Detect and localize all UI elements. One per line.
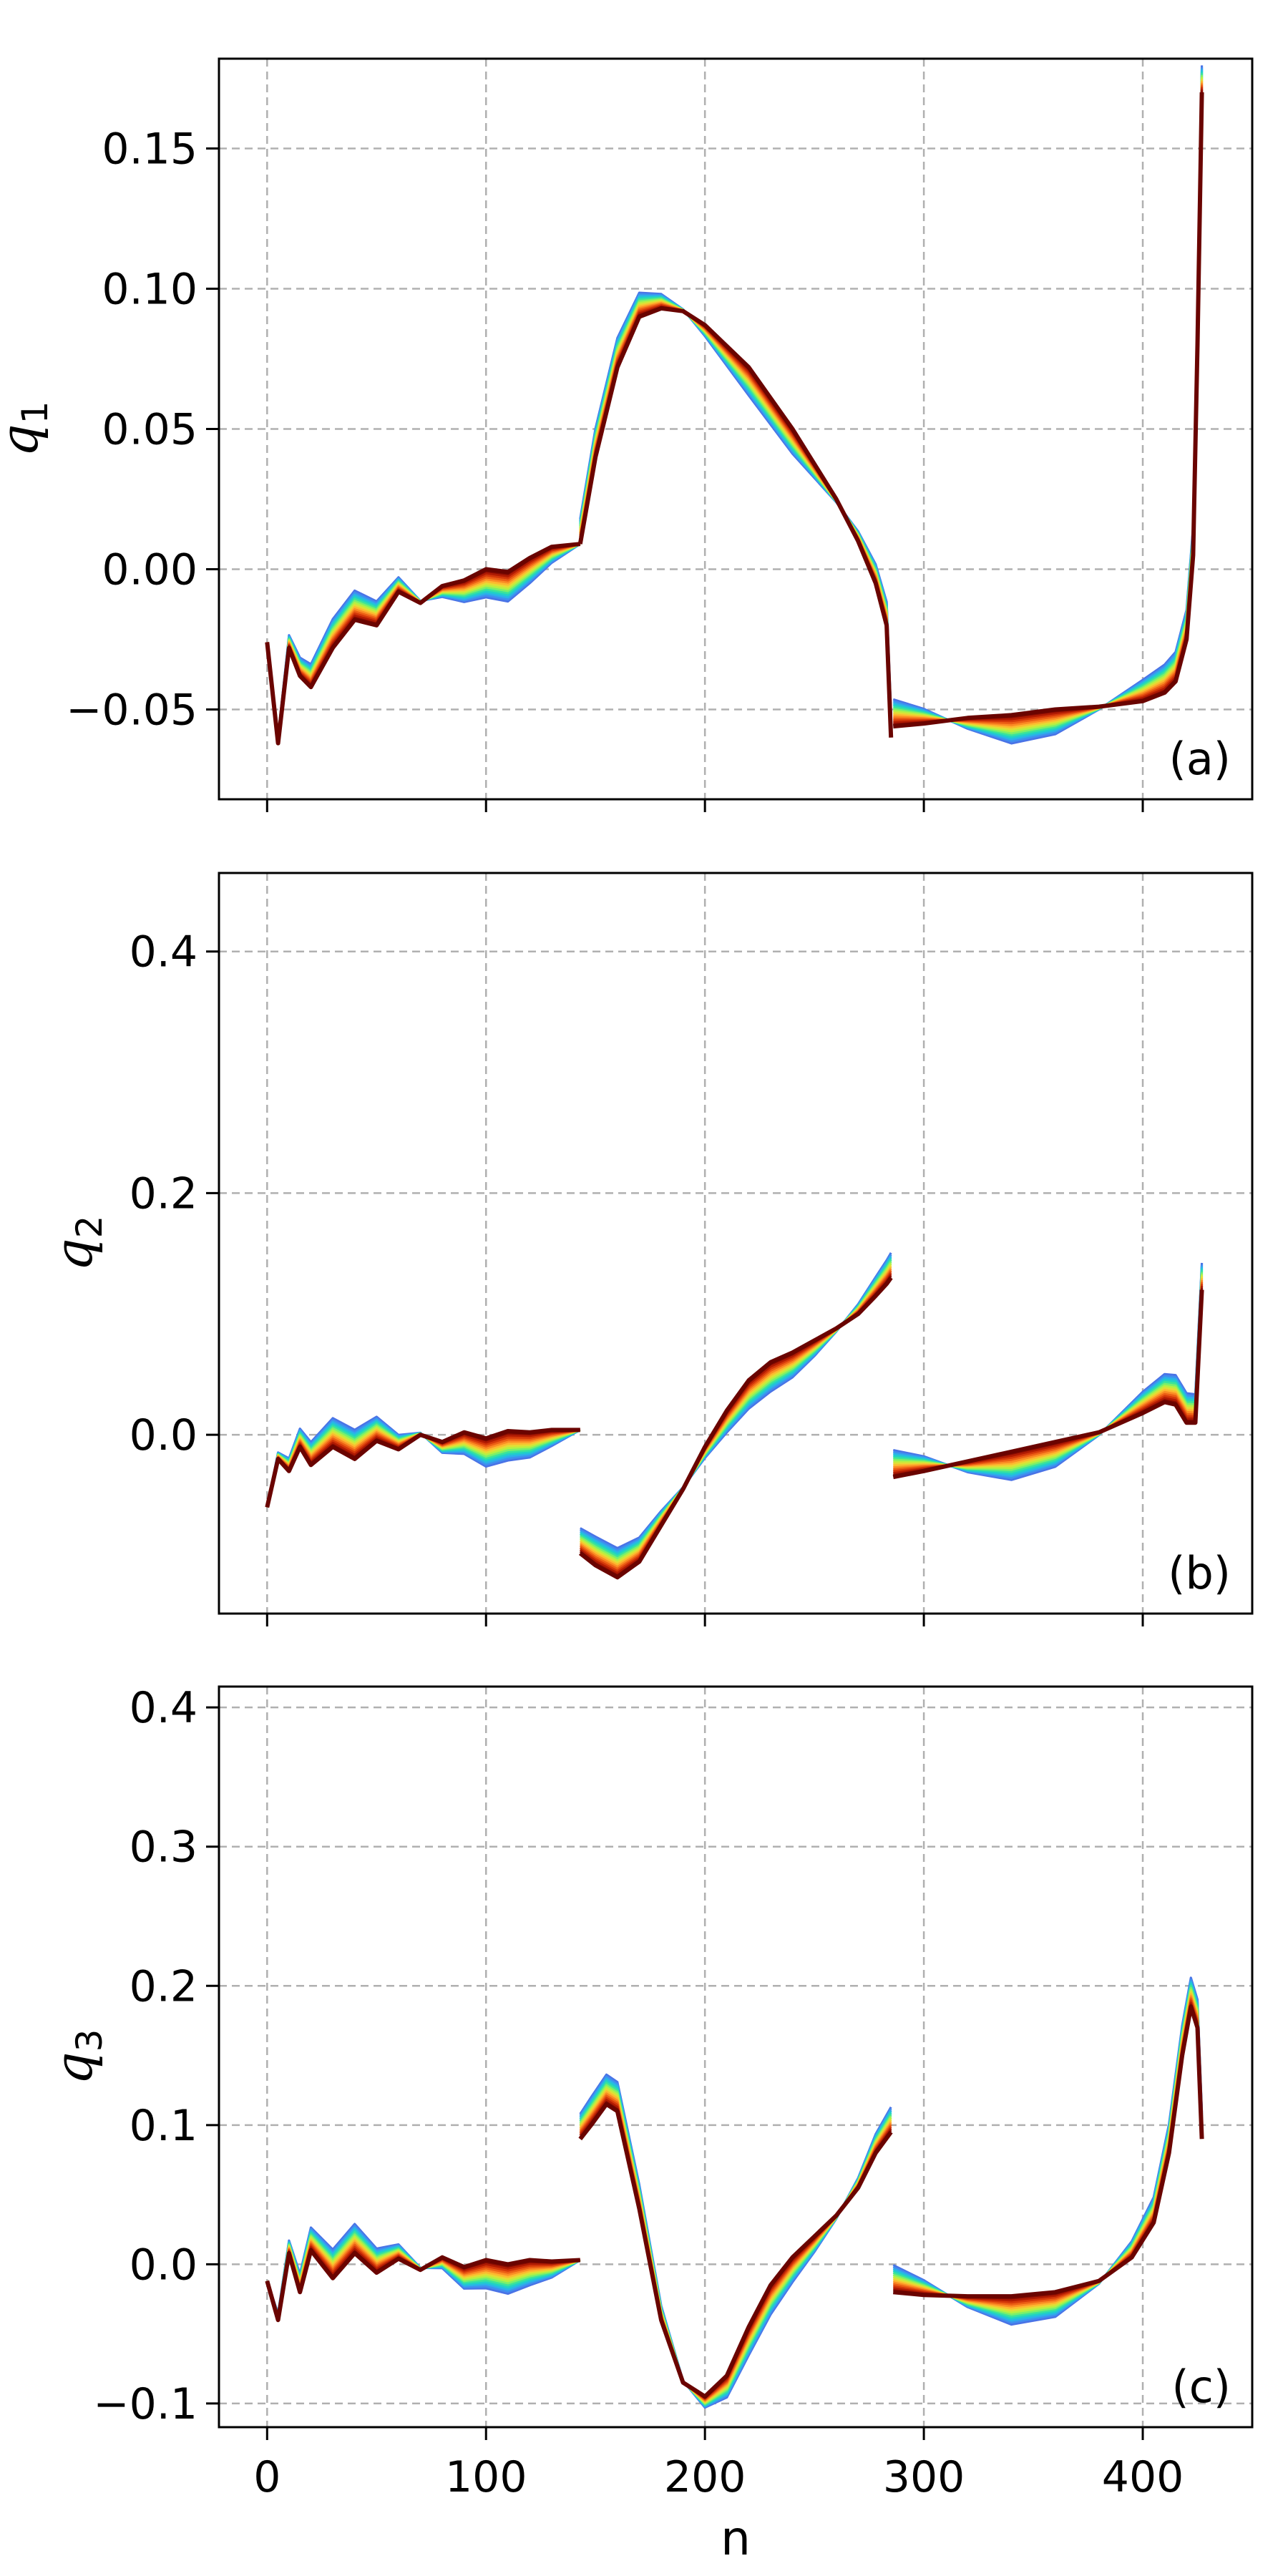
panel-label: (a) (1169, 733, 1231, 785)
y-tick-label: 0.2 (130, 1961, 197, 2011)
x-tick-label: 400 (1102, 2452, 1184, 2502)
y-axis-label-main: q (44, 2051, 104, 2084)
y-axis-label: q3 (44, 2029, 110, 2085)
grid (219, 59, 1252, 799)
panel-c: 0 100 200 300 400 −0.1 0.0 0.1 0.2 0.3 0.4 q3 (c) n (44, 1683, 1254, 2566)
x-axis-label: n (721, 2511, 751, 2566)
series-line (265, 2248, 580, 2323)
y-tick-label: 0.05 (102, 405, 197, 455)
y-tick-label: −0.05 (66, 686, 197, 736)
axes-frame (218, 872, 1254, 1615)
y-axis-label-subscript: 1 (14, 401, 56, 424)
axes-frame (218, 1685, 1254, 2429)
y-tick-label: 0.0 (130, 2240, 197, 2290)
series-line (893, 92, 1204, 729)
series-line (892, 1289, 1204, 1480)
y-axis-label-subscript: 3 (69, 2029, 110, 2052)
x-tick-label: 100 (445, 2452, 527, 2502)
series-group (265, 65, 1204, 746)
series-line (893, 2004, 1204, 2299)
panel-label: (b) (1168, 1547, 1231, 1599)
y-axis-label-main: q (0, 424, 49, 457)
panel-label: (c) (1172, 2361, 1231, 2413)
series-group (265, 1252, 1204, 1580)
y-tick-label: 0.3 (130, 1823, 197, 1873)
y-axis-label-main: q (44, 1238, 104, 1271)
y-tick-label: 0.4 (130, 1683, 197, 1733)
series-line (577, 306, 894, 738)
y-tick-label: 0.10 (102, 264, 197, 314)
panel-a: −0.05 0.00 0.05 0.10 0.15 q1 (a) (0, 57, 1254, 812)
x-tick-label: 300 (883, 2452, 965, 2502)
y-axis-label: q2 (44, 1216, 110, 1272)
y-tick-label: 0.15 (102, 124, 197, 174)
panel-b: 0.0 0.2 0.4 q2 (b) (44, 872, 1254, 1626)
series-line (265, 542, 581, 746)
y-tick-label: 0.2 (130, 1169, 197, 1219)
panels: −0.050.000.050.100.15q1(a)0.00.20.4q2(b)… (0, 57, 1254, 2566)
y-tick-label: −0.1 (93, 2379, 197, 2429)
series-line (578, 2102, 893, 2399)
series-line (578, 1276, 893, 1580)
y-tick-label: 0.0 (130, 1410, 197, 1460)
series-line (265, 1428, 580, 1508)
x-tick-label: 200 (664, 2452, 746, 2502)
y-axis-label-subscript: 2 (69, 1216, 110, 1239)
y-tick-label: 0.00 (102, 545, 197, 595)
series-group (265, 1976, 1204, 2409)
y-tick-label: 0.4 (130, 927, 197, 977)
y-tick-label: 0.1 (130, 2101, 197, 2151)
x-tick-label: 0 (253, 2452, 280, 2502)
y-axis-label: q1 (0, 401, 56, 457)
